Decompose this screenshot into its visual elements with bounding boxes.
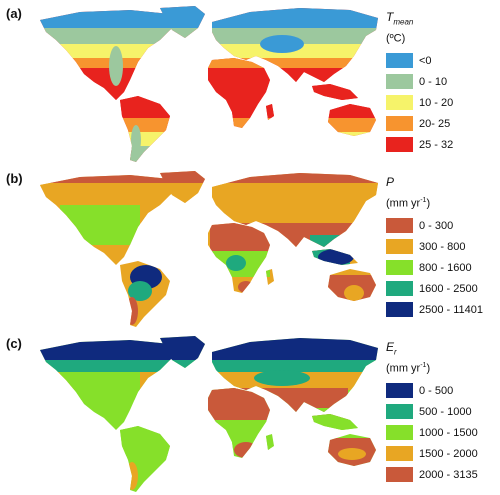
legend: Tmean (ºC) <0 0 - 10 10 - 20 20- 25 25 -… xyxy=(386,10,498,155)
legend-item: 500 - 1000 xyxy=(386,401,498,422)
legend-swatch xyxy=(386,218,413,234)
precipitation-map xyxy=(40,171,378,327)
legend-item: 1600 - 2500 xyxy=(386,278,498,299)
legend-item: 25 - 32 xyxy=(386,134,498,155)
legend-item: 0 - 300 xyxy=(386,215,498,236)
legend-unit: (ºC) xyxy=(386,33,406,46)
evaporation-map xyxy=(40,336,378,492)
panel-a: (a) Tmean (ºC) <0 0 - 10 10 - 20 20- 25 … xyxy=(0,0,500,165)
panel-c: (c) Er (mm yr-1) 0 - 500 500 - 1000 1000… xyxy=(0,330,500,495)
legend-title: Er xyxy=(386,340,397,357)
legend-swatch xyxy=(386,467,413,483)
legend-item: 300 - 800 xyxy=(386,236,498,257)
legend-swatch xyxy=(386,404,413,420)
panel-label: (a) xyxy=(6,6,22,21)
legend-swatch xyxy=(386,239,413,255)
panel-label: (b) xyxy=(6,171,23,186)
panel-b: (b) P (mm yr-1) 0 - 300 300 - 800 800 - … xyxy=(0,165,500,330)
legend-item: 20- 25 xyxy=(386,113,498,134)
legend-swatch xyxy=(386,95,413,111)
legend-item: 1500 - 2000 xyxy=(386,443,498,464)
legend-swatch xyxy=(386,116,413,132)
legend-item: 2500 - 11401 xyxy=(386,299,498,320)
legend-swatch xyxy=(386,425,413,441)
legend-unit: (mm yr-1) xyxy=(386,362,431,376)
legend-item: <0 xyxy=(386,50,498,71)
legend-swatch xyxy=(386,281,413,297)
panel-label: (c) xyxy=(6,336,22,351)
legend-swatch xyxy=(386,446,413,462)
legend-swatch xyxy=(386,137,413,153)
legend-unit: (mm yr-1) xyxy=(386,197,431,211)
legend-swatch xyxy=(386,383,413,399)
legend-title: P xyxy=(386,175,395,189)
legend-swatch xyxy=(386,74,413,90)
legend-item: 800 - 1600 xyxy=(386,257,498,278)
legend-swatch xyxy=(386,302,413,318)
legend-title: Tmean xyxy=(386,10,414,27)
temperature-map xyxy=(40,6,378,162)
legend-item: 0 - 500 xyxy=(386,380,498,401)
legend-item: 1000 - 1500 xyxy=(386,422,498,443)
legend: P (mm yr-1) 0 - 300 300 - 800 800 - 1600… xyxy=(386,175,498,320)
legend-item: 2000 - 3135 xyxy=(386,464,498,485)
legend-swatch xyxy=(386,260,413,276)
legend-item: 10 - 20 xyxy=(386,92,498,113)
legend-swatch xyxy=(386,53,413,69)
legend: Er (mm yr-1) 0 - 500 500 - 1000 1000 - 1… xyxy=(386,340,498,485)
legend-item: 0 - 10 xyxy=(386,71,498,92)
